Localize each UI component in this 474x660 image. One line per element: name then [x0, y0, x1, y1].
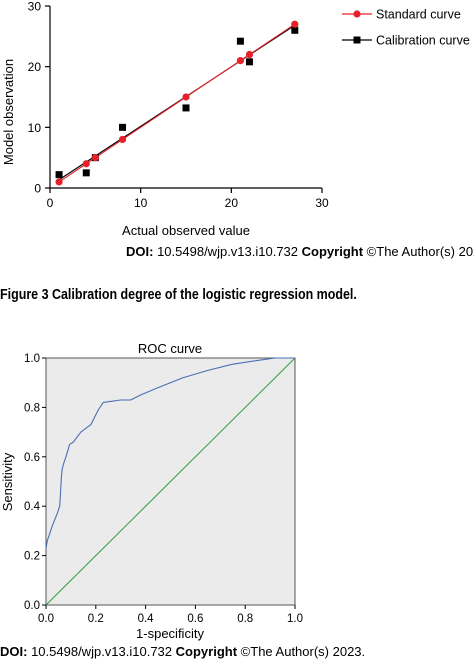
calibration-legend: Standard curve Calibration curve: [342, 8, 470, 48]
calibration-x-axis-label: Actual observed value: [122, 223, 250, 238]
x-tick-label: 0.8: [237, 613, 253, 625]
roc-y-ticks: 0.0 0.2 0.4 0.6 0.8 1.0: [24, 353, 46, 612]
doi-value: 10.5498/wjp.v13.i10.732: [31, 644, 173, 659]
legend-standard-marker: [353, 10, 361, 18]
standard-point: [118, 135, 127, 144]
doi-line-top: DOI: 10.5498/wjp.v13.i10.732 Copyright ©…: [126, 244, 474, 259]
x-tick-label: 0.4: [138, 613, 155, 625]
standard-point: [182, 93, 190, 101]
x-tick-label: 20: [225, 196, 239, 210]
calibration-point: [119, 123, 127, 131]
roc-reference-line: [45, 357, 296, 606]
roc-series-lines: [45, 357, 296, 606]
copyright-text: ©The Author(s) 2023.: [366, 244, 474, 259]
calibration-chart: 0 10 20 30 0 10 20 30 Actual observed value Mo…: [1, 0, 470, 238]
y-tick-label: 0: [34, 182, 41, 196]
calibration-point: [82, 169, 90, 177]
roc-curve-line: [45, 357, 295, 549]
standard-point: [236, 57, 244, 65]
calibration-x-ticks: 0 10 20 30: [47, 188, 329, 210]
y-tick-label: 1.0: [24, 353, 40, 365]
y-tick-label: 0.4: [24, 501, 41, 513]
legend-calibration-marker: [353, 36, 361, 44]
standard-point: [55, 178, 63, 186]
calibration-y-ticks: 0 10 20 30: [28, 0, 50, 196]
standard-point: [82, 160, 90, 168]
roc-title: ROC curve: [138, 341, 202, 356]
doi-line-bottom: DOI: 10.5498/wjp.v13.i10.732 Copyright ©…: [0, 644, 365, 659]
legend-standard-label: Standard curve: [376, 8, 461, 22]
x-tick-label: 0.6: [187, 613, 203, 625]
standard-point: [91, 154, 99, 162]
y-tick-label: 0.0: [24, 600, 40, 612]
y-tick-label: 0.8: [24, 402, 40, 414]
legend-calibration-label: Calibration curve: [376, 34, 470, 48]
roc-chart: ROC curve 0.0 0.2 0.4 0.6 0.8 1.0 0.00.20.40.…: [0, 341, 303, 641]
calibration-point: [291, 26, 299, 34]
calibration-y-axis-label: Model observation: [1, 59, 16, 165]
doi-value: 10.5498/wjp.v13.i10.732: [157, 244, 299, 259]
copyright-label: Copyright: [175, 644, 238, 659]
calibration-point: [55, 171, 63, 179]
doi-label: DOI:: [126, 244, 154, 259]
y-tick-label: 20: [28, 60, 42, 74]
roc-x-axis-label: 1-specificity: [136, 626, 204, 641]
figure-caption: Figure 3 Calibration degree of the logis…: [0, 287, 357, 303]
x-tick-label: 1.0: [287, 613, 303, 625]
doi-label: DOI:: [0, 644, 28, 659]
calibration-point: [245, 58, 253, 66]
roc-y-axis-label: Sensitivity: [0, 452, 15, 511]
x-tick-label: 0.0: [38, 613, 54, 625]
x-tick-label: 30: [315, 196, 329, 210]
y-tick-label: 0.6: [24, 452, 40, 464]
calibration-point: [236, 37, 244, 45]
calibration-series-markers: [55, 20, 299, 186]
x-tick-label: 0.2: [88, 613, 104, 625]
copyright-text: ©The Author(s) 2023.: [240, 644, 366, 659]
y-tick-label: 10: [28, 121, 42, 135]
x-tick-label: 10: [134, 196, 148, 210]
standard-point: [291, 20, 299, 28]
standard-point: [245, 50, 254, 59]
roc-x-ticks: 0.0 0.2 0.4 0.6 0.8 1.0: [38, 605, 303, 625]
y-tick-label: 0.2: [24, 551, 40, 563]
y-tick-label: 30: [28, 0, 42, 14]
x-tick-label: 0: [47, 196, 54, 210]
calibration-point: [182, 104, 190, 112]
copyright-label: Copyright: [301, 244, 364, 259]
